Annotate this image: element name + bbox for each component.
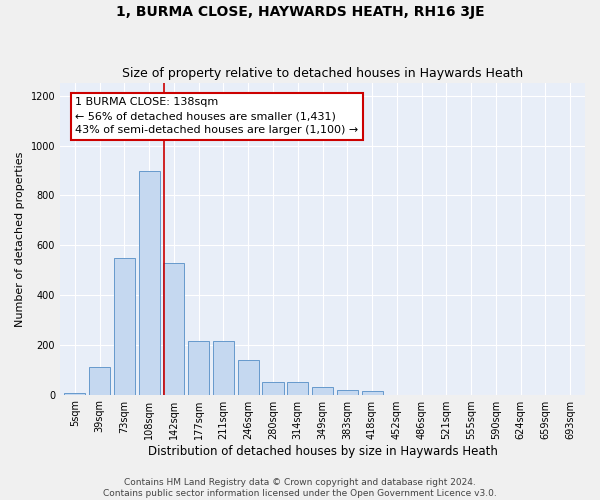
- Bar: [139, 170, 160, 394]
- Bar: [213, 341, 234, 394]
- Bar: [312, 387, 333, 394]
- Bar: [89, 367, 110, 394]
- Bar: [188, 341, 209, 394]
- Bar: [287, 382, 308, 394]
- X-axis label: Distribution of detached houses by size in Haywards Heath: Distribution of detached houses by size …: [148, 444, 497, 458]
- Bar: [337, 390, 358, 394]
- Bar: [262, 382, 284, 394]
- Title: Size of property relative to detached houses in Haywards Heath: Size of property relative to detached ho…: [122, 66, 523, 80]
- Bar: [362, 391, 383, 394]
- Bar: [114, 258, 135, 394]
- Bar: [163, 262, 184, 394]
- Bar: [238, 360, 259, 394]
- Text: 1 BURMA CLOSE: 138sqm
← 56% of detached houses are smaller (1,431)
43% of semi-d: 1 BURMA CLOSE: 138sqm ← 56% of detached …: [75, 97, 358, 135]
- Text: Contains HM Land Registry data © Crown copyright and database right 2024.
Contai: Contains HM Land Registry data © Crown c…: [103, 478, 497, 498]
- Y-axis label: Number of detached properties: Number of detached properties: [15, 152, 25, 326]
- Text: 1, BURMA CLOSE, HAYWARDS HEATH, RH16 3JE: 1, BURMA CLOSE, HAYWARDS HEATH, RH16 3JE: [116, 5, 484, 19]
